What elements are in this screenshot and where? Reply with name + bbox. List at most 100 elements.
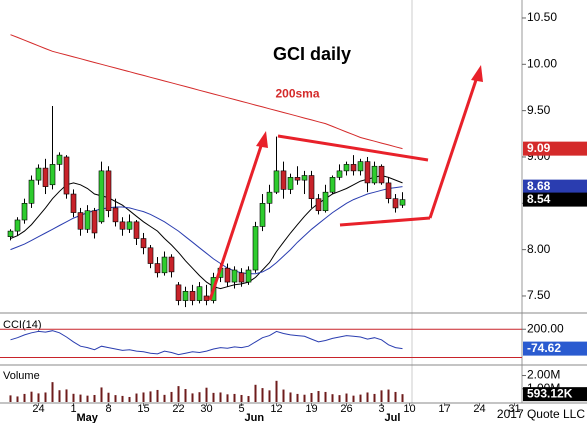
value-box-label: 593.12K	[527, 386, 573, 400]
candle-body	[308, 175, 315, 199]
chart-title: GCI daily	[273, 44, 351, 64]
value-box-label: -74.62	[527, 341, 561, 355]
candle-body	[154, 263, 161, 274]
candle-body	[280, 170, 287, 190]
candle-body	[98, 170, 105, 223]
candle-body	[182, 291, 189, 301]
candle-body	[175, 284, 182, 301]
volume-bar	[65, 389, 68, 402]
volume-bar	[121, 395, 124, 402]
volume-bar	[359, 394, 362, 402]
x-tick-label: 5	[238, 403, 244, 415]
volume-bar	[366, 392, 369, 402]
candle-body	[77, 212, 84, 230]
candle-body	[329, 177, 336, 193]
volume-bar	[58, 390, 61, 402]
volume-bar	[212, 392, 215, 402]
volume-bar	[86, 395, 89, 402]
volume-bar	[233, 393, 236, 402]
x-tick-label: 24	[32, 403, 44, 415]
candle-body	[364, 161, 371, 184]
volume-bar	[100, 387, 103, 402]
month-label: May	[77, 412, 99, 423]
volume-bar	[79, 394, 82, 402]
volume-bar	[331, 394, 334, 402]
volume-bar	[149, 391, 152, 402]
y-tick-label: 200.00	[527, 321, 564, 335]
candle-body	[7, 230, 14, 237]
candle-body	[112, 207, 119, 223]
x-tick-label: 31	[508, 403, 520, 415]
volume-bar	[254, 384, 257, 402]
candle-body	[119, 221, 126, 230]
candle-body	[350, 164, 357, 172]
candle-body	[378, 165, 385, 184]
month-label: Jul	[385, 412, 401, 423]
x-tick-label: 15	[137, 403, 149, 415]
candle-body	[392, 198, 399, 209]
candle-body	[385, 182, 392, 199]
candle-body	[259, 203, 266, 227]
volume-bar	[387, 389, 390, 402]
y-tick-label: 8.00	[527, 242, 551, 256]
volume-bar	[338, 395, 341, 402]
volume-bar	[23, 393, 26, 402]
value-box	[523, 341, 587, 356]
credit: 2017 Quote LLC	[497, 407, 585, 421]
arrow-head	[471, 65, 483, 82]
value-box	[523, 192, 587, 207]
x-tick-label: 8	[105, 403, 111, 415]
annotation-arrows	[208, 65, 483, 301]
volume-bar	[191, 393, 194, 402]
candle-body	[49, 164, 56, 186]
x-tick-label: 12	[270, 403, 282, 415]
candle-body	[28, 179, 35, 204]
x-tick-label: 22	[172, 403, 184, 415]
volume-bar	[352, 395, 355, 402]
candle-body	[301, 175, 308, 181]
candle-body	[315, 198, 322, 212]
candle-body	[266, 191, 273, 204]
volume-bar	[16, 396, 19, 402]
candle-body	[203, 295, 210, 301]
volume-bar	[240, 394, 243, 402]
value-box-label: 9.09	[527, 141, 551, 155]
line	[10, 186, 403, 275]
y-tick-label: 10.50	[527, 10, 557, 24]
axis-area: 10.5010.009.509.008.508.007.509.098.688.…	[32, 10, 587, 423]
volume-bar	[380, 390, 383, 402]
candle-body	[133, 221, 140, 239]
panel-title: Volume	[3, 370, 40, 382]
candle-body	[14, 219, 21, 232]
candle-body	[70, 193, 77, 213]
candle-body	[322, 191, 329, 212]
volume-bar	[156, 389, 159, 402]
volume-bar	[142, 392, 145, 402]
candle-body	[140, 238, 147, 249]
month-label: Jun	[245, 412, 265, 423]
candle-body	[126, 221, 133, 230]
y-tick-label: 2.00M	[527, 368, 560, 382]
candle-body	[231, 269, 238, 283]
arrow-head	[256, 131, 268, 148]
candle-body	[168, 256, 175, 273]
volume-bar	[170, 391, 173, 402]
x-tick-label: 30	[200, 403, 212, 415]
x-tick-label: 19	[305, 403, 317, 415]
volume-bar	[198, 392, 201, 402]
volume-bar	[275, 380, 278, 402]
candle-body	[252, 226, 259, 271]
volume-bar	[107, 392, 110, 402]
trend-line	[277, 134, 429, 162]
candle-body	[63, 156, 70, 195]
line	[10, 330, 403, 356]
candle-body	[35, 167, 42, 181]
volume-bar	[219, 392, 222, 402]
volume-bar	[324, 391, 327, 402]
volume-bar	[128, 396, 131, 402]
y-tick-label: 10.00	[527, 56, 557, 70]
x-tick-label: 1	[70, 403, 76, 415]
volume-bar	[317, 391, 320, 402]
plot-area: 200sma	[0, 34, 522, 402]
